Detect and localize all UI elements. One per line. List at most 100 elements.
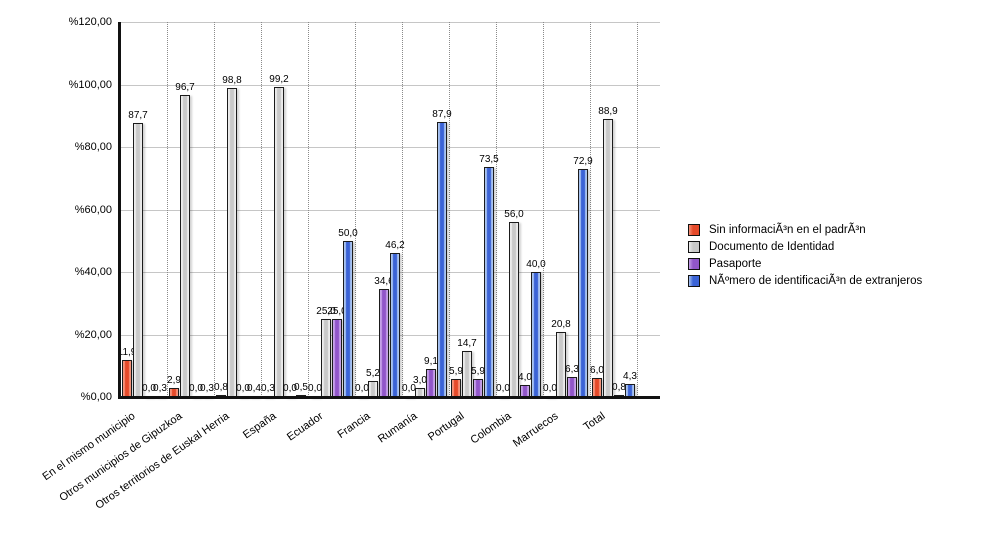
h-gridline <box>120 209 660 211</box>
x-category-label: Otros territorios de Euskal Herria <box>92 410 231 512</box>
bar <box>625 383 635 397</box>
bar-value-label: 0,3 <box>261 383 275 394</box>
bar-value-label: 0,0 <box>308 383 322 394</box>
bar-value-label: 0,0 <box>496 383 510 394</box>
bar-value-label: 87,7 <box>128 109 148 121</box>
bar <box>227 88 237 397</box>
bar-value-label: 0,8 <box>612 381 626 393</box>
bar-value-label: 73,5 <box>479 154 499 166</box>
v-gridline <box>308 22 309 397</box>
bar-value-label: 0,0 <box>543 383 557 394</box>
bar-value-label: 20,8 <box>551 319 571 330</box>
bar <box>321 318 331 397</box>
bar-value-label: 0,0 <box>402 383 416 394</box>
bar <box>274 87 284 397</box>
x-category-label: En el mismo municipio <box>39 410 137 484</box>
bar-value-label: 5,2 <box>366 367 380 379</box>
bar <box>379 288 389 397</box>
y-tick-label: %80,00 <box>74 141 112 153</box>
bar-value-label: 40,0 <box>526 259 546 270</box>
x-category-label: Colombia <box>467 410 513 447</box>
bar-value-label: 4,3 <box>623 370 637 382</box>
bar-value-label: 56,0 <box>504 209 524 220</box>
v-gridline <box>167 22 168 397</box>
y-tick-label: %40,00 <box>74 266 112 278</box>
bar <box>451 378 461 397</box>
bar-value-label: 2,9 <box>167 374 181 386</box>
bar-value-label: 0,4 <box>247 382 261 394</box>
x-category-label: Ecuador <box>284 410 325 444</box>
bar-value-label: 0,0 <box>236 383 250 394</box>
h-gridline <box>120 22 660 23</box>
bar-value-label: 25,0 <box>316 305 336 317</box>
legend-swatch-icon <box>688 224 700 236</box>
legend-item: Pasaporte <box>688 258 922 270</box>
legend-label: Pasaporte <box>709 258 762 270</box>
bar-value-label: 72,9 <box>573 156 593 168</box>
x-category-label: España <box>240 410 278 442</box>
bar-value-label: 4,0 <box>518 371 532 383</box>
bar <box>473 378 483 397</box>
y-tick-label: %120,00 <box>68 16 112 28</box>
h-gridline <box>120 147 660 148</box>
v-gridline <box>496 22 497 397</box>
bar <box>343 240 353 397</box>
y-tick-label: %100,00 <box>68 78 112 91</box>
bar-value-label: 14,7 <box>457 338 477 350</box>
v-gridline <box>402 22 403 397</box>
chart-legend: Sin informaciÃ³n en el padrÃ³n Documento … <box>688 224 922 292</box>
x-category-label: Francia <box>335 410 372 441</box>
legend-swatch-icon <box>688 258 700 270</box>
bar-value-label: 99,2 <box>269 74 289 85</box>
bar-value-label: 11,9 <box>117 346 137 358</box>
bar-value-label: 34,6 <box>374 275 394 287</box>
bar-value-label: 46,2 <box>385 239 405 251</box>
bar <box>578 169 588 397</box>
bar <box>390 252 400 397</box>
x-category-label: Portugal <box>425 410 466 444</box>
y-axis <box>118 22 121 399</box>
x-category-label: Rumanía <box>375 410 419 446</box>
x-category-label: Marruecos <box>510 410 560 450</box>
bar <box>426 368 436 397</box>
bar-value-label: 6,0 <box>590 365 604 377</box>
v-gridline <box>355 22 356 397</box>
h-gridline <box>120 84 660 86</box>
legend-label: Sin informaciÃ³n en el padrÃ³n <box>709 224 866 236</box>
bar-value-label: 0,5 <box>294 382 308 394</box>
legend-item: Documento de Identidad <box>688 241 922 253</box>
bar <box>592 378 602 397</box>
legend-swatch-icon <box>688 275 700 287</box>
bar <box>567 377 577 397</box>
bar <box>437 122 447 397</box>
bar-value-label: 5,9 <box>449 365 463 377</box>
bar-value-label: 3,0 <box>413 374 427 386</box>
bar <box>531 272 541 397</box>
v-gridline <box>214 22 215 397</box>
bar-value-label: 6,3 <box>565 364 579 376</box>
v-gridline <box>590 22 591 397</box>
bar <box>133 122 143 397</box>
v-gridline <box>637 22 638 397</box>
bar-value-label: 50,0 <box>338 227 358 239</box>
legend-label: Documento de Identidad <box>709 241 835 253</box>
bar-value-label: 9,1 <box>424 355 438 367</box>
bar-value-label: 0,8 <box>214 381 228 393</box>
v-gridline <box>449 22 450 397</box>
bar-value-label: 0,3 <box>153 383 167 394</box>
bar-value-label: 88,9 <box>598 106 618 118</box>
bar <box>484 167 494 397</box>
legend-swatch-icon <box>688 241 700 253</box>
v-gridline <box>261 22 262 397</box>
x-category-label: Otros municipios de Gipuzkoa <box>56 410 184 505</box>
legend-label: NÃºmero de identificaciÃ³n de extranjero… <box>709 275 923 287</box>
bar-value-label: 0,0 <box>355 383 369 394</box>
bar-value-label: 0,0 <box>142 383 156 394</box>
bar <box>122 359 132 397</box>
bar <box>180 94 190 397</box>
legend-item: NÃºmero de identificaciÃ³n de extranjero… <box>688 275 922 287</box>
x-category-label: Total <box>581 410 607 434</box>
bar-value-label: 0,0 <box>189 383 203 394</box>
bar <box>332 318 342 397</box>
